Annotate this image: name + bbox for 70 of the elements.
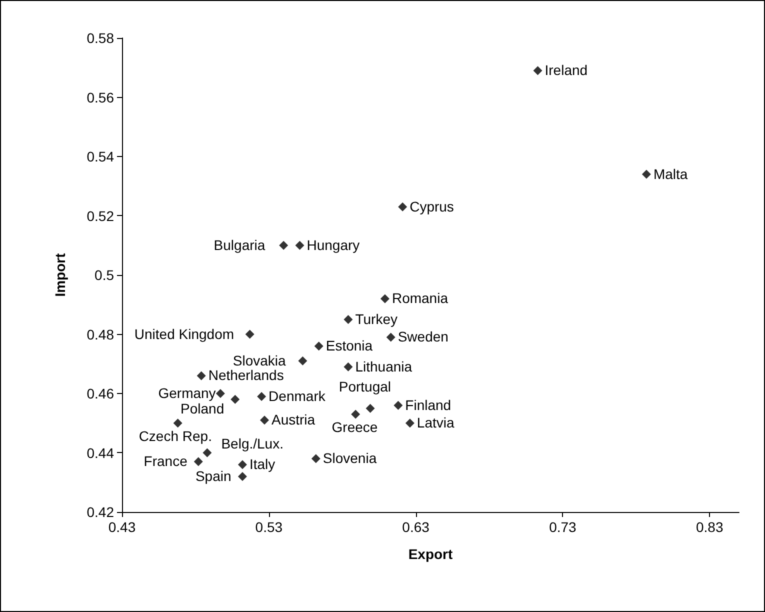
annotation: Hungary: [306, 236, 360, 253]
annotation: Germany: [158, 385, 216, 401]
point: [230, 394, 240, 404]
annotation: Italy: [249, 456, 276, 472]
point: [642, 170, 651, 179]
point: [238, 472, 247, 481]
point: [173, 418, 182, 428]
point: [260, 416, 269, 425]
x-tick-label: 0.63: [402, 519, 430, 535]
y-tick-label: 0.46: [86, 386, 114, 402]
y-tick-label: 0.5: [94, 267, 114, 283]
annotation: Austria: [272, 412, 316, 428]
annotation: Portugal: [338, 378, 392, 394]
annotation: Finland: [405, 396, 452, 413]
annotation: Turkey: [355, 310, 398, 327]
point: [279, 240, 288, 250]
point: [380, 294, 390, 304]
annotation: Slovakia: [232, 352, 286, 368]
y-tick-label: 0.58: [86, 30, 114, 46]
annotation: France: [144, 453, 188, 470]
annotation: Ireland: [544, 62, 588, 78]
annotation: Greece: [332, 419, 378, 436]
annotation: Bulgaria: [214, 236, 266, 253]
point: [257, 392, 266, 401]
annotation: United Kingdom: [134, 326, 234, 342]
x-tick-label: 0.43: [108, 519, 136, 535]
x-tick-label: 0.53: [255, 519, 283, 535]
annotation: Spain: [195, 468, 232, 484]
y-tick-label: 0.48: [86, 326, 114, 342]
point: [314, 342, 324, 351]
x-tick-label: 0.83: [696, 519, 724, 535]
point: [351, 410, 360, 419]
y-tick-label: 0.44: [86, 444, 114, 461]
point: [394, 400, 403, 410]
point: [194, 457, 203, 466]
annotation: Lithuania: [355, 358, 412, 374]
x-tick-label: 0.73: [549, 519, 577, 535]
point: [216, 389, 225, 398]
annotation: Belg./Lux.: [221, 435, 284, 452]
annotation: Poland: [180, 400, 224, 416]
y-tick-label: 0.56: [86, 89, 114, 106]
annotation: Estonia: [326, 338, 373, 354]
point: [344, 362, 353, 372]
y-tick-label: 0.54: [86, 148, 114, 164]
annotation: Sweden: [398, 328, 448, 345]
annotation: Slovenia: [322, 450, 377, 466]
point: [238, 460, 247, 470]
x-axis-title: Export: [408, 546, 454, 562]
point: [295, 240, 304, 250]
annotation: Malta: [653, 166, 688, 182]
point: [311, 454, 320, 464]
y-axis-title: Import: [52, 252, 68, 297]
annotation: Denmark: [268, 388, 326, 404]
point: [386, 332, 396, 342]
point: [398, 202, 408, 212]
point: [245, 330, 254, 339]
annotation: Netherlands: [208, 367, 284, 384]
annotation: Cyprus: [410, 198, 454, 214]
point: [533, 66, 542, 76]
point: [196, 371, 206, 380]
point: [366, 404, 375, 413]
y-tick-label: 0.42: [86, 504, 114, 520]
point: [298, 356, 308, 366]
annotation: Czech Rep.: [138, 428, 212, 444]
point: [344, 314, 353, 324]
point: [405, 418, 414, 428]
point: [202, 448, 212, 458]
annotation: Romania: [392, 290, 448, 306]
y-tick-label: 0.52: [86, 208, 114, 224]
annotation: Latvia: [416, 414, 455, 431]
